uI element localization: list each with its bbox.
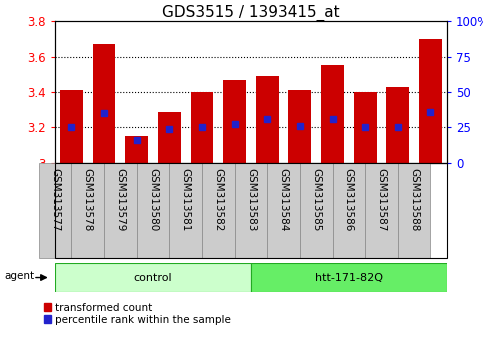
Bar bbox=[365, 163, 398, 258]
Text: GSM313580: GSM313580 bbox=[148, 167, 158, 231]
Legend: transformed count, percentile rank within the sample: transformed count, percentile rank withi… bbox=[44, 303, 231, 325]
Text: GSM313587: GSM313587 bbox=[376, 167, 386, 231]
Text: GSM313586: GSM313586 bbox=[344, 167, 354, 231]
Bar bbox=[300, 163, 332, 258]
Bar bbox=[39, 163, 71, 258]
Title: GDS3515 / 1393415_at: GDS3515 / 1393415_at bbox=[162, 5, 340, 21]
Bar bbox=[55, 163, 447, 258]
Bar bbox=[419, 39, 442, 163]
Bar bbox=[202, 163, 235, 258]
Bar bbox=[386, 87, 409, 163]
Bar bbox=[223, 80, 246, 163]
Text: GSM313578: GSM313578 bbox=[83, 167, 93, 231]
Bar bbox=[93, 44, 115, 163]
Bar bbox=[321, 65, 344, 163]
Bar bbox=[235, 163, 267, 258]
Text: GSM313579: GSM313579 bbox=[115, 167, 126, 231]
Text: GSM313588: GSM313588 bbox=[409, 167, 419, 231]
Bar bbox=[71, 163, 104, 258]
Bar bbox=[354, 92, 377, 163]
Bar bbox=[256, 76, 279, 163]
Text: GSM313577: GSM313577 bbox=[50, 167, 60, 231]
Text: GSM313582: GSM313582 bbox=[213, 167, 223, 231]
Bar bbox=[190, 92, 213, 163]
Bar bbox=[267, 163, 300, 258]
Bar bbox=[104, 163, 137, 258]
Text: agent: agent bbox=[4, 271, 34, 281]
Text: control: control bbox=[134, 273, 172, 282]
Bar bbox=[398, 163, 430, 258]
Bar bbox=[288, 90, 312, 163]
Text: GSM313584: GSM313584 bbox=[279, 167, 288, 231]
Bar bbox=[158, 112, 181, 163]
Bar bbox=[332, 163, 365, 258]
Text: GSM313585: GSM313585 bbox=[311, 167, 321, 231]
Text: GSM313583: GSM313583 bbox=[246, 167, 256, 231]
Bar bbox=[125, 136, 148, 163]
Bar bbox=[170, 163, 202, 258]
Text: htt-171-82Q: htt-171-82Q bbox=[315, 273, 383, 282]
Bar bbox=[55, 263, 251, 292]
Bar bbox=[137, 163, 170, 258]
Bar bbox=[60, 90, 83, 163]
Bar bbox=[251, 263, 447, 292]
Text: GSM313581: GSM313581 bbox=[181, 167, 191, 231]
